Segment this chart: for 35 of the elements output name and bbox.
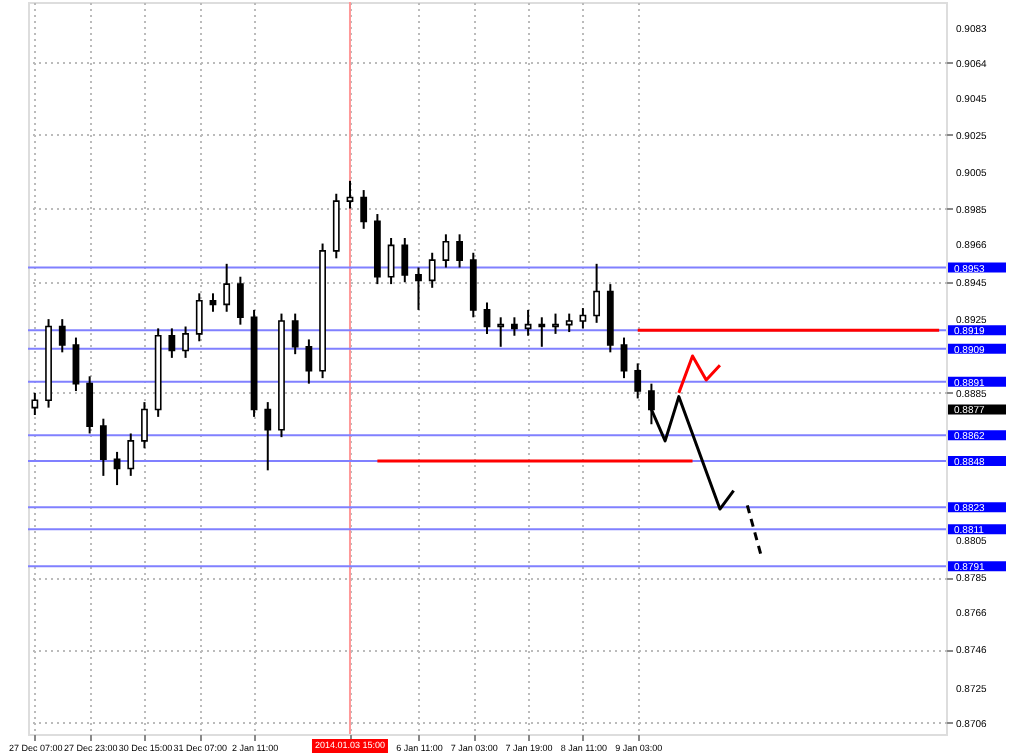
candlestick (209, 292, 217, 313)
candlestick (620, 336, 628, 380)
candlestick (593, 262, 601, 324)
candlestick (346, 179, 354, 210)
candlestick (99, 417, 107, 477)
candlestick (428, 251, 436, 289)
line-series (677, 354, 722, 395)
candlestick (552, 312, 559, 335)
candlestick (182, 325, 189, 359)
candlestick (387, 237, 395, 286)
candlestick (223, 262, 231, 313)
candlestick (634, 362, 642, 400)
candlestick (291, 312, 299, 356)
candlestick (113, 450, 121, 487)
candlestick (264, 401, 272, 472)
candlestick (415, 266, 422, 311)
candlestick (195, 292, 203, 343)
candlestick (86, 375, 94, 435)
candlestick (236, 275, 244, 326)
candlestick (524, 308, 532, 337)
candlestick (579, 307, 587, 330)
candlestick (401, 237, 409, 284)
candlestick (305, 338, 313, 385)
candlestick (456, 233, 463, 269)
candlestick (565, 312, 573, 334)
candlestick (31, 391, 39, 417)
candlestick (141, 401, 148, 450)
candlestick (511, 316, 518, 337)
candlestick (360, 189, 368, 230)
candlestick (127, 432, 135, 477)
candlestick (168, 327, 176, 359)
candlestick (538, 316, 546, 348)
candlestick (58, 318, 66, 354)
candlestick (442, 233, 450, 269)
candlestick (497, 316, 505, 348)
